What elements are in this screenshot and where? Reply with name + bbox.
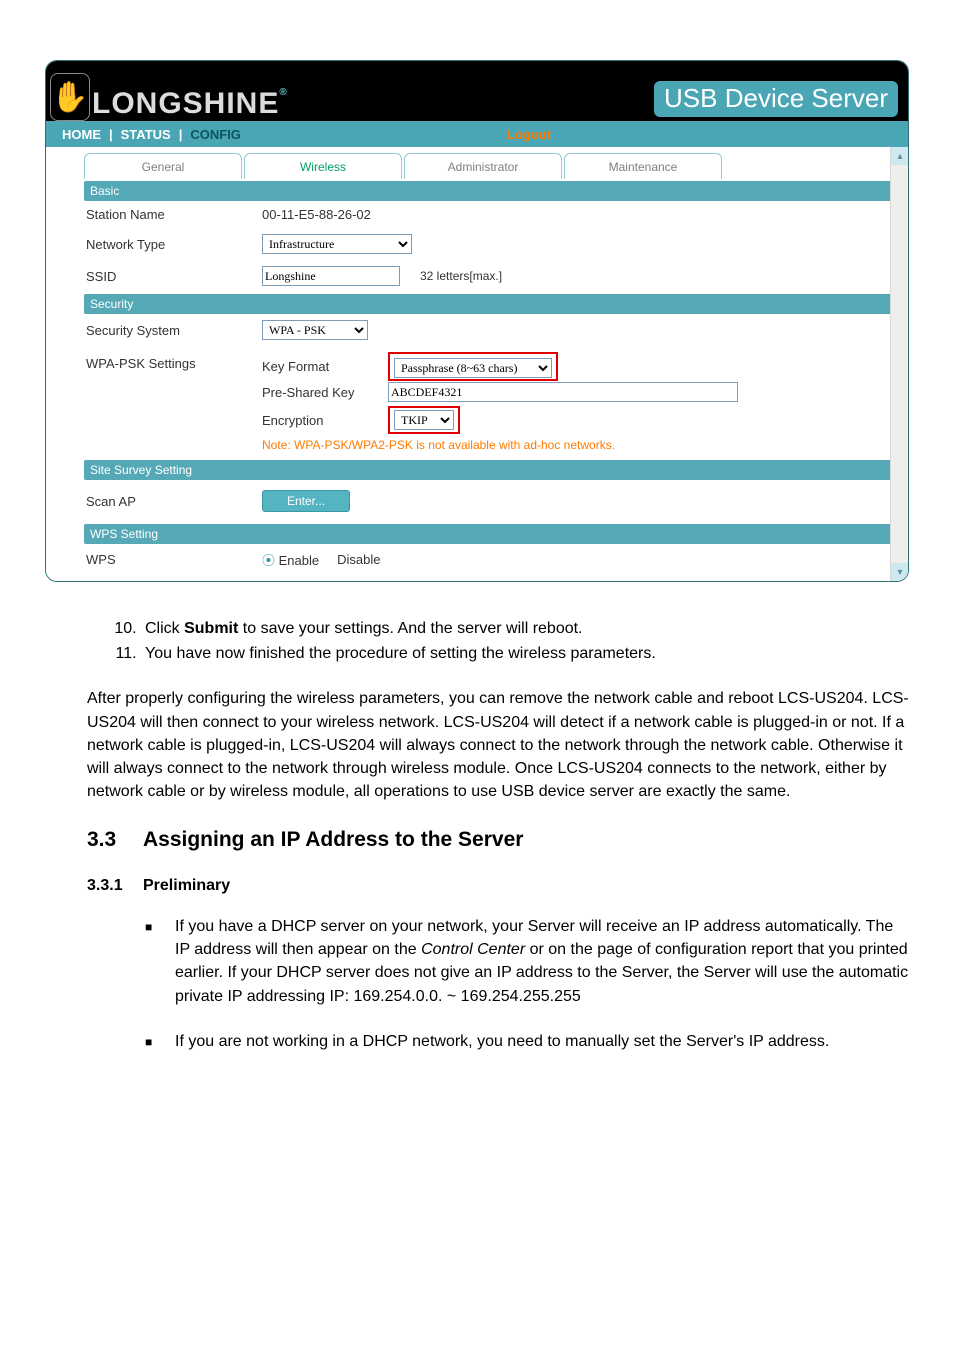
security-system-select[interactable]: WPA - PSK <box>262 320 368 340</box>
panel-body: ▴ ▾ General Wireless Administrator Maint… <box>46 147 908 581</box>
heading-3-3-text: Assigning an IP Address to the Server <box>143 828 523 851</box>
tab-maintenance[interactable]: Maintenance <box>564 153 722 179</box>
section-security: Security <box>84 294 898 314</box>
row-security-system: Security System WPA - PSK <box>84 314 898 346</box>
key-format-label: Key Format <box>262 359 388 374</box>
security-system-label: Security System <box>86 323 262 338</box>
step-10-prefix: Click <box>145 620 184 637</box>
ssid-label: SSID <box>86 269 262 284</box>
bullet-dhcp-italic: Control Center <box>421 941 525 958</box>
heading-3-3-1-text: Preliminary <box>143 877 230 894</box>
psk-label: Pre-Shared Key <box>262 385 388 400</box>
wireless-summary-paragraph: After properly configuring the wireless … <box>87 687 909 803</box>
bullet-manual: If you are not working in a DHCP network… <box>145 1030 909 1053</box>
nav-config[interactable]: CONFIG <box>184 127 247 142</box>
nav-separator: | <box>107 127 115 142</box>
encryption-highlight: TKIP <box>388 406 460 434</box>
step-10-suffix: to save your settings. And the server wi… <box>238 620 582 637</box>
nav-status[interactable]: STATUS <box>115 127 177 142</box>
section-wps: WPS Setting <box>84 524 898 544</box>
station-name-label: Station Name <box>86 207 262 222</box>
heading-3-3-1-num: 3.3.1 <box>87 874 143 897</box>
station-name-value: 00-11-E5-88-26-02 <box>262 207 371 222</box>
step-10-bold: Submit <box>184 620 238 637</box>
step-list: Click Submit to save your settings. And … <box>45 617 909 665</box>
row-wpa-psk: WPA-PSK Settings Key Format Passphrase (… <box>84 346 898 458</box>
brand-logo: ✋ LONGSHINE® <box>50 73 288 121</box>
ssid-input[interactable] <box>262 266 400 286</box>
wps-enable-option[interactable]: ⦿ Enable <box>262 550 319 569</box>
preliminary-bullets: If you have a DHCP server on your networ… <box>45 915 909 1053</box>
row-network-type: Network Type Infrastructure <box>84 228 898 260</box>
encryption-label: Encryption <box>262 413 388 428</box>
wps-label: WPS <box>86 552 262 567</box>
wpa-settings-block: Key Format Passphrase (8~63 chars) Pre-S… <box>262 352 738 452</box>
section-site-survey: Site Survey Setting <box>84 460 898 480</box>
config-tabs: General Wireless Administrator Maintenan… <box>84 153 898 179</box>
bullet-dhcp: If you have a DHCP server on your networ… <box>145 915 909 1008</box>
heading-3-3-1: 3.3.1Preliminary <box>87 874 909 897</box>
heading-3-3: 3.3Assigning an IP Address to the Server <box>87 825 909 855</box>
scroll-down-icon[interactable]: ▾ <box>891 563 909 581</box>
top-nav: HOME | STATUS | CONFIG Logout <box>46 121 908 147</box>
row-ssid: SSID 32 letters[max.] <box>84 260 898 292</box>
step-11: You have now finished the procedure of s… <box>141 642 909 665</box>
panel-header: ✋ LONGSHINE® USB Device Server <box>46 61 908 121</box>
tab-general[interactable]: General <box>84 153 242 179</box>
tab-administrator[interactable]: Administrator <box>404 153 562 179</box>
step-10: Click Submit to save your settings. And … <box>141 617 909 640</box>
scan-ap-label: Scan AP <box>86 494 262 509</box>
row-wps: WPS ⦿ Enable Disable <box>84 544 898 575</box>
config-panel: ✋ LONGSHINE® USB Device Server HOME | ST… <box>45 60 909 582</box>
ssid-hint: 32 letters[max.] <box>400 269 502 283</box>
wpa-note: Note: WPA-PSK/WPA2-PSK is not available … <box>262 438 738 452</box>
logo-text: LONGSHINE® <box>90 87 288 121</box>
encryption-select[interactable]: TKIP <box>394 410 454 430</box>
network-type-label: Network Type <box>86 237 262 252</box>
scrollbar[interactable]: ▴ ▾ <box>890 147 908 581</box>
row-scan-ap: Scan AP Enter... <box>84 480 898 522</box>
network-type-select[interactable]: Infrastructure <box>262 234 412 254</box>
key-format-highlight: Passphrase (8~63 chars) <box>388 352 558 381</box>
wps-disable-option[interactable]: Disable <box>337 552 380 567</box>
product-title: USB Device Server <box>654 81 898 117</box>
wpa-psk-label: WPA-PSK Settings <box>86 352 262 371</box>
nav-logout[interactable]: Logout <box>507 127 551 142</box>
section-basic: Basic <box>84 181 898 201</box>
scan-ap-button[interactable]: Enter... <box>262 490 350 512</box>
nav-separator: | <box>177 127 185 142</box>
psk-input[interactable] <box>388 382 738 402</box>
scroll-up-icon[interactable]: ▴ <box>891 147 909 165</box>
key-format-select[interactable]: Passphrase (8~63 chars) <box>394 358 552 378</box>
hand-icon: ✋ <box>50 73 90 121</box>
document-text: Click Submit to save your settings. And … <box>45 617 909 1053</box>
nav-home[interactable]: HOME <box>56 127 107 142</box>
tab-wireless[interactable]: Wireless <box>244 153 402 179</box>
row-station-name: Station Name 00-11-E5-88-26-02 <box>84 201 898 228</box>
heading-3-3-num: 3.3 <box>87 825 143 855</box>
